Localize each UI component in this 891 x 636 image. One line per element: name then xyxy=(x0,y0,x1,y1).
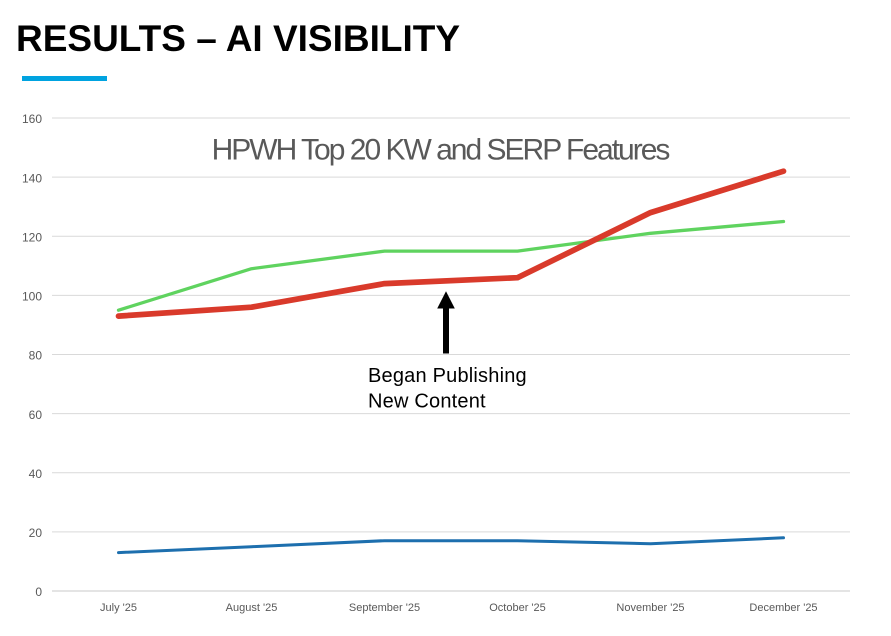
svg-text:September '25: September '25 xyxy=(349,602,420,614)
svg-text:160: 160 xyxy=(22,112,42,126)
svg-text:40: 40 xyxy=(29,467,43,481)
svg-text:20: 20 xyxy=(29,526,43,540)
svg-text:60: 60 xyxy=(29,408,43,422)
svg-text:0: 0 xyxy=(35,585,42,599)
svg-text:August '25: August '25 xyxy=(226,602,278,614)
svg-text:80: 80 xyxy=(29,349,43,363)
svg-text:New Content: New Content xyxy=(368,391,486,413)
svg-text:100: 100 xyxy=(22,290,42,304)
svg-text:November '25: November '25 xyxy=(616,602,684,614)
svg-text:October '25: October '25 xyxy=(489,602,546,614)
svg-text:July '25: July '25 xyxy=(100,602,137,614)
svg-text:120: 120 xyxy=(22,230,42,244)
svg-text:HPWH Top 20 KW and SERP Featur: HPWH Top 20 KW and SERP Features xyxy=(212,134,670,167)
svg-text:140: 140 xyxy=(22,171,42,185)
svg-text:December '25: December '25 xyxy=(749,602,817,614)
svg-text:Began Publishing: Began Publishing xyxy=(368,365,527,387)
